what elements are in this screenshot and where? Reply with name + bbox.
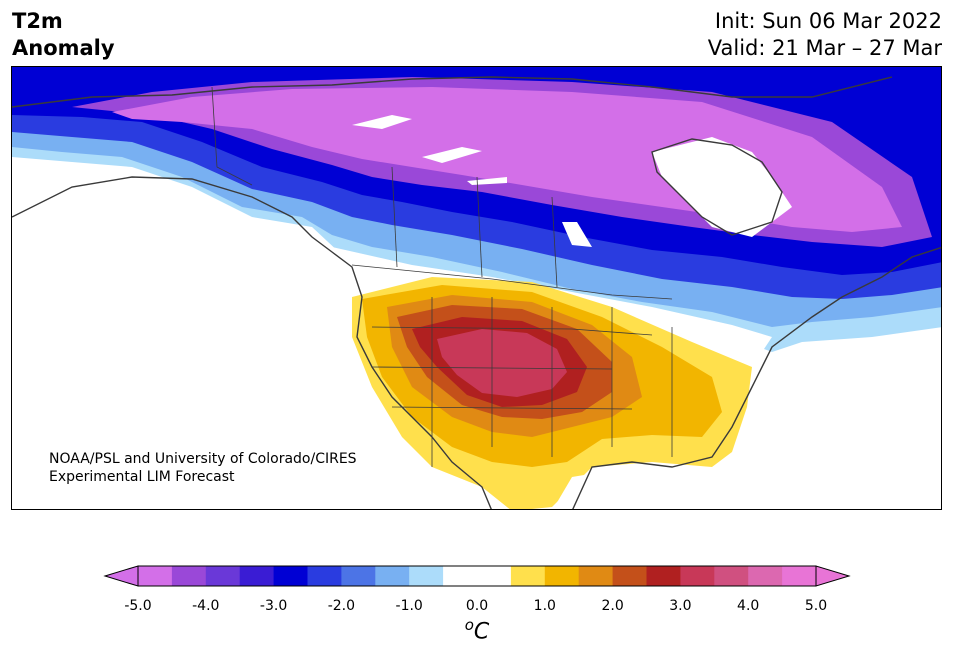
colorbar-tick-label: 5.0 (804, 598, 828, 614)
colorbar-cell (477, 566, 512, 586)
anomaly-map (11, 66, 942, 510)
colorbar-cell (138, 566, 173, 586)
political-borders (211, 86, 673, 467)
colorbar-tick-label: 0.0 (465, 598, 489, 614)
credit-line-1: NOAA/PSL and University of Colorado/CIRE… (49, 451, 357, 467)
lake-patch (352, 115, 412, 129)
colorbar-low-arrow (103, 565, 139, 587)
units-degree: o (464, 616, 474, 634)
colorbar-tick-label: 2.0 (601, 598, 624, 614)
init-date: Init: Sun 06 Mar 2022 (714, 9, 942, 33)
colorbar-tick-label: -3.0 (259, 598, 288, 614)
colorbar-cell (307, 566, 342, 586)
colorbar-cell (375, 566, 410, 586)
coastlines (12, 76, 941, 509)
colorbar-high-arrow (815, 565, 851, 587)
colorbar-cell (544, 566, 580, 586)
colorbar-cell (510, 566, 546, 586)
colorbar-cell (612, 566, 647, 586)
units-label: oC (465, 616, 490, 644)
colorbar-tick-label: 4.0 (737, 598, 760, 614)
colorbar-tick-label: -2.0 (327, 598, 356, 614)
colorbar-cell (748, 566, 783, 586)
lake-patch (562, 222, 592, 247)
map-canvas (12, 67, 941, 509)
credit-text: NOAA/PSL and University of Colorado/CIRE… (49, 450, 357, 486)
title-line-2: Anomaly (12, 36, 115, 60)
colorbar-cell (341, 566, 376, 586)
colorbar-cell (646, 566, 681, 586)
map-title: T2m Anomaly (12, 8, 115, 62)
colorbar-cell (782, 566, 817, 586)
colorbar-cell (205, 566, 241, 586)
colorbar-cell (714, 566, 749, 586)
units-base: C (473, 619, 490, 645)
colorbar-tick-label: 3.0 (669, 598, 692, 614)
colorbar-tick-label: -1.0 (395, 598, 423, 614)
colorbar-tick-label: 1.0 (533, 598, 556, 614)
colorbar-cell (239, 566, 275, 586)
colorbar-cell (680, 566, 715, 586)
lake-patch (422, 147, 482, 163)
title-line-1: T2m (12, 9, 63, 33)
colorbar-cell (171, 566, 207, 586)
colorbar-cell (273, 566, 308, 586)
forecast-dates: Init: Sun 06 Mar 2022 Valid: 21 Mar – 27… (708, 8, 942, 62)
anomaly-band-rose (437, 329, 567, 397)
hudson-bay (652, 137, 792, 237)
colorbar-cell (578, 566, 614, 586)
valid-range: Valid: 21 Mar – 27 Mar (707, 36, 942, 60)
colorbar-tick-label: -4.0 (192, 598, 220, 614)
colorbar-cell (409, 566, 444, 586)
gulf-of-mexico (553, 467, 771, 509)
colorbar-cell (443, 566, 478, 586)
colorbar-tick-label: -5.0 (124, 598, 152, 614)
credit-line-2: Experimental LIM Forecast (49, 469, 235, 485)
